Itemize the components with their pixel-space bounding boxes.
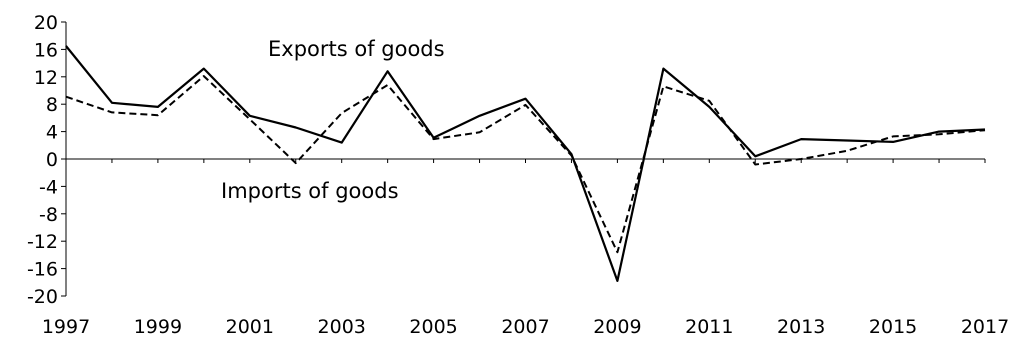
series-label-exports: Exports of goods [268, 37, 445, 61]
x-tick-label: 2011 [685, 316, 733, 338]
y-tick-label: -8 [39, 204, 58, 226]
x-tick-label: 2015 [869, 316, 917, 338]
y-tick-label: -12 [27, 231, 58, 253]
y-tick-label: -16 [27, 259, 58, 281]
series-layer [65, 45, 986, 282]
y-tick-label: 4 [46, 122, 58, 144]
x-tick-label: 1997 [42, 316, 90, 338]
y-tick-label: -4 [39, 176, 58, 198]
x-tick-label: 2005 [409, 316, 457, 338]
series-line-exports [65, 45, 986, 282]
y-tick-label: -20 [27, 286, 58, 308]
series-line-imports [65, 75, 986, 254]
x-axis: 1997 1999 2001 2003 2005 2007 2009 2011 2013 2015… [42, 158, 1009, 338]
y-tick-label: 12 [34, 67, 58, 89]
y-axis: 20 16 12 8 4 0 -4 -8 -12 -16 -20 [27, 12, 67, 308]
y-tick-label: 8 [46, 94, 58, 116]
x-tick-label: 2007 [501, 316, 549, 338]
x-tick-label: 2003 [318, 316, 366, 338]
x-tick-label: 2017 [961, 316, 1009, 338]
x-tick-label: 2001 [226, 316, 274, 338]
x-tick-label: 2009 [593, 316, 641, 338]
y-tick-label: 16 [34, 39, 58, 61]
series-label-imports: Imports of goods [221, 179, 399, 203]
x-tick-label: 1999 [134, 316, 182, 338]
x-tick-label: 2013 [777, 316, 825, 338]
y-tick-label: 20 [34, 12, 58, 34]
y-tick-label: 0 [46, 149, 58, 171]
